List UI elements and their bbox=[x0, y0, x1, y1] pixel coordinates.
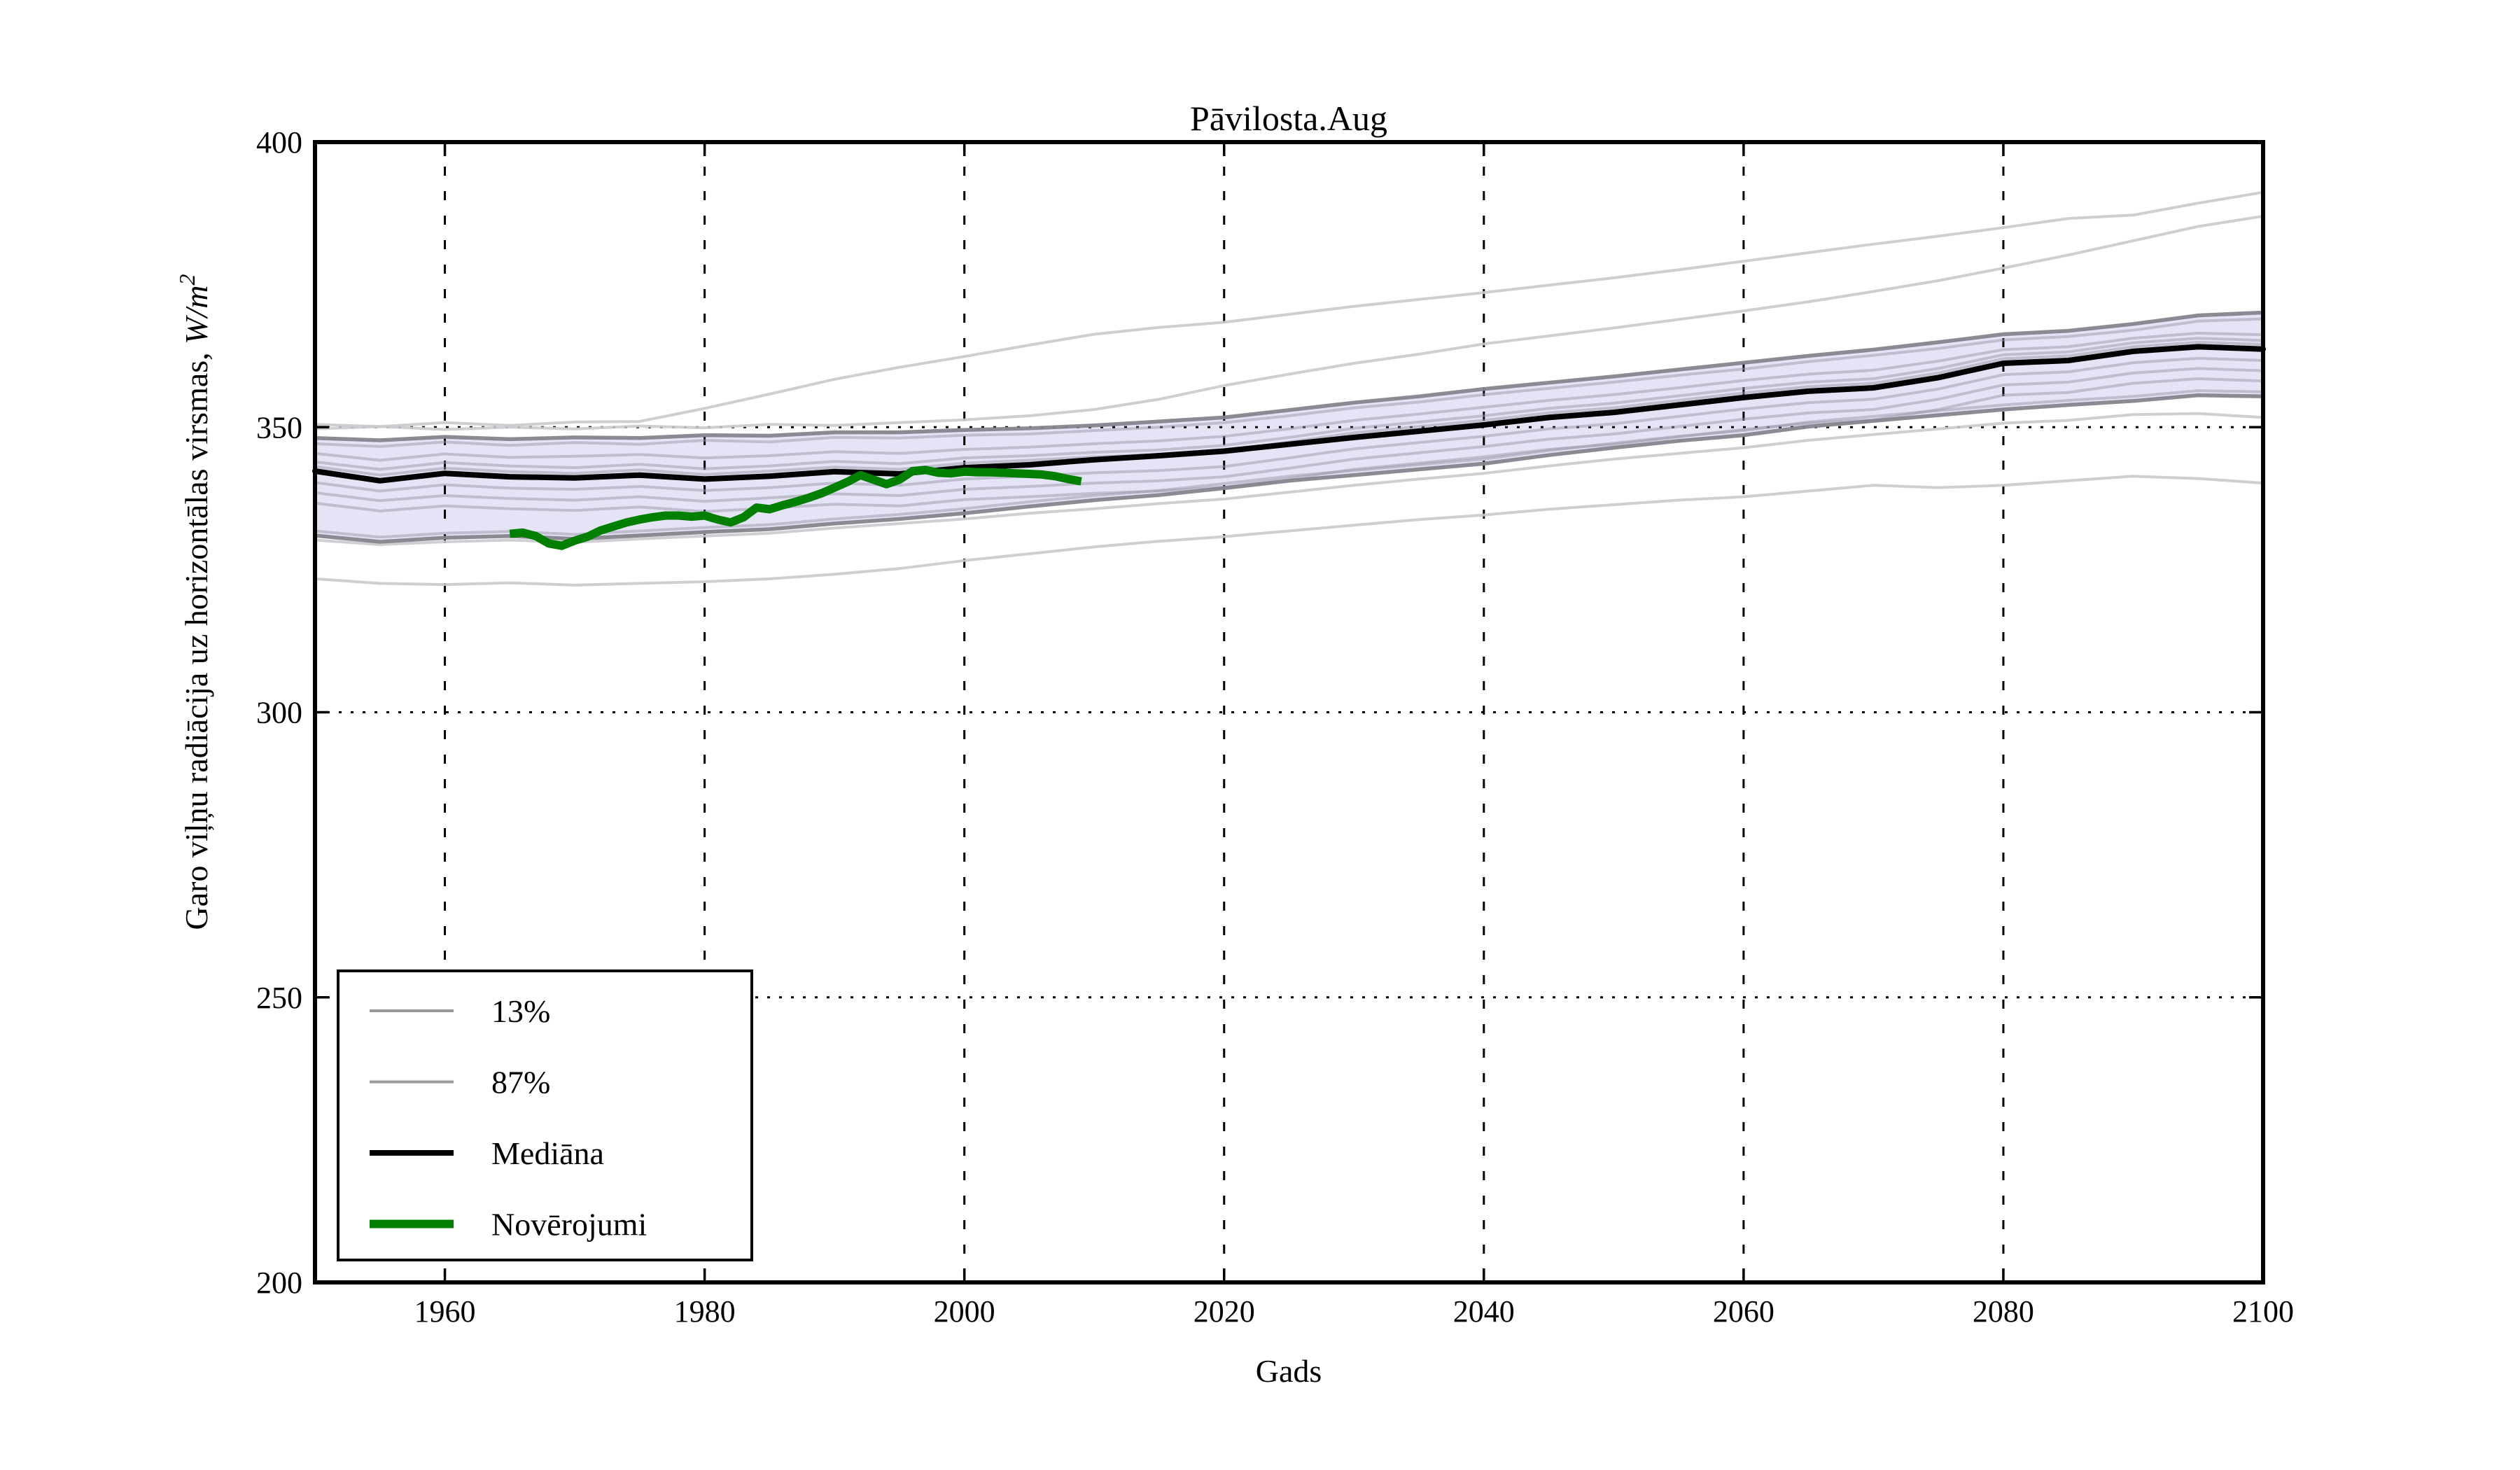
x-tick-label-2080: 2080 bbox=[1973, 1294, 2034, 1329]
x-tick-label-2000: 2000 bbox=[934, 1294, 995, 1329]
x-tick-label-2020: 2020 bbox=[1194, 1294, 1255, 1329]
chart-title: Pāvilosta.Aug bbox=[1190, 99, 1387, 138]
ticks-layer bbox=[315, 141, 2264, 1284]
x-tick-label-2060: 2060 bbox=[1713, 1294, 1774, 1329]
y-tick-label-200: 200 bbox=[256, 1266, 302, 1300]
legend-label-0: 13% bbox=[491, 993, 550, 1029]
series-line-outlier-upper-2 bbox=[314, 214, 2264, 431]
legend: 13% 87% Mediāna Novērojumi bbox=[337, 969, 753, 1261]
series-line-ensemble-6 bbox=[314, 367, 2264, 503]
series-line-ensemble-5 bbox=[314, 356, 2264, 493]
series-line-outlier-lower-2 bbox=[314, 412, 2264, 546]
series-line-ensemble-1 bbox=[314, 317, 2264, 448]
series-line-outlier-upper-1 bbox=[314, 190, 2264, 428]
series-line-87% bbox=[313, 310, 2265, 442]
series-line-ensemble-3 bbox=[314, 337, 2264, 471]
y-tick-label-300: 300 bbox=[256, 696, 302, 730]
legend-label-1: 87% bbox=[491, 1065, 550, 1100]
series-line-ensemble-8 bbox=[314, 389, 2264, 539]
x-tick-label-1980: 1980 bbox=[674, 1294, 736, 1329]
tick-labels-layer: 1960 1980 2000 2020 2040 2060 2080 2100 200 250 30… bbox=[256, 125, 2294, 1329]
series-line-ensemble-2 bbox=[314, 331, 2264, 462]
legend-label-2: Mediāna bbox=[491, 1135, 604, 1171]
y-tick-label-350: 350 bbox=[256, 410, 302, 444]
series-line-outlier-lower-1 bbox=[314, 475, 2264, 587]
x-tick-label-1960: 1960 bbox=[414, 1294, 476, 1329]
x-tick-label-2040: 2040 bbox=[1453, 1294, 1515, 1329]
x-axis-label: Gads bbox=[1256, 1353, 1322, 1389]
series-layer bbox=[312, 190, 2266, 587]
legend-label-3: Novērojumi bbox=[491, 1207, 647, 1242]
y-axis-label: Garo viļņu radiācija uz horizontālas vir… bbox=[174, 274, 214, 930]
series-line-Novērojumi bbox=[509, 465, 1082, 550]
series-line-13% bbox=[313, 393, 2265, 544]
y-tick-label-400: 400 bbox=[256, 125, 302, 160]
x-tick-label-2100: 2100 bbox=[2232, 1294, 2294, 1329]
series-line-Mediāna bbox=[312, 344, 2266, 484]
legend-box bbox=[337, 969, 753, 1261]
y-tick-label-250: 250 bbox=[256, 981, 302, 1015]
